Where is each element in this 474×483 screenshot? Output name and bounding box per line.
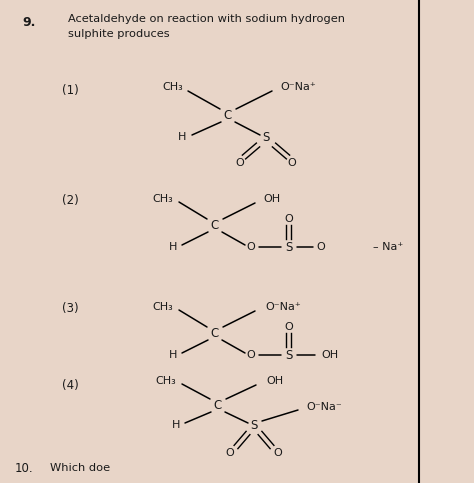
Text: S: S — [285, 241, 292, 254]
Text: O: O — [246, 350, 255, 360]
Text: OH: OH — [266, 376, 283, 386]
Text: S: S — [285, 349, 292, 361]
Text: O⁻Na⁺: O⁻Na⁺ — [265, 302, 301, 312]
Text: O: O — [288, 158, 296, 168]
Text: Acetaldehyde on reaction with sodium hydrogen: Acetaldehyde on reaction with sodium hyd… — [68, 14, 345, 24]
Text: sulphite produces: sulphite produces — [68, 29, 170, 39]
Text: O: O — [284, 214, 293, 224]
Text: O: O — [246, 242, 255, 252]
Text: (2): (2) — [62, 194, 79, 207]
Text: CH₃: CH₃ — [162, 82, 183, 92]
Text: H: H — [172, 420, 180, 430]
Text: Which doe: Which doe — [50, 463, 110, 473]
Text: O: O — [317, 242, 325, 252]
Text: O: O — [236, 158, 245, 168]
Text: H: H — [178, 132, 186, 142]
Text: S: S — [250, 418, 258, 431]
Text: O: O — [226, 448, 234, 458]
Text: H: H — [169, 350, 177, 360]
Text: OH: OH — [321, 350, 338, 360]
Text: (3): (3) — [62, 301, 79, 314]
Text: (1): (1) — [62, 84, 79, 97]
Text: O⁻Na⁻: O⁻Na⁻ — [306, 402, 342, 412]
Text: O⁻Na⁺: O⁻Na⁺ — [280, 82, 316, 92]
Text: 9.: 9. — [22, 15, 36, 28]
Text: 10.: 10. — [15, 461, 34, 474]
Text: C: C — [214, 398, 222, 412]
Text: CH₃: CH₃ — [152, 302, 173, 312]
Text: S: S — [262, 130, 270, 143]
Text: C: C — [224, 109, 232, 122]
Text: CH₃: CH₃ — [152, 194, 173, 204]
Text: C: C — [211, 218, 219, 231]
Text: OH: OH — [263, 194, 280, 204]
Text: H: H — [169, 242, 177, 252]
Text: C: C — [211, 327, 219, 340]
Text: (4): (4) — [62, 379, 79, 392]
Text: O: O — [284, 322, 293, 332]
Text: – Na⁺: – Na⁺ — [373, 242, 403, 252]
Text: CH₃: CH₃ — [155, 376, 176, 386]
Text: O: O — [273, 448, 283, 458]
